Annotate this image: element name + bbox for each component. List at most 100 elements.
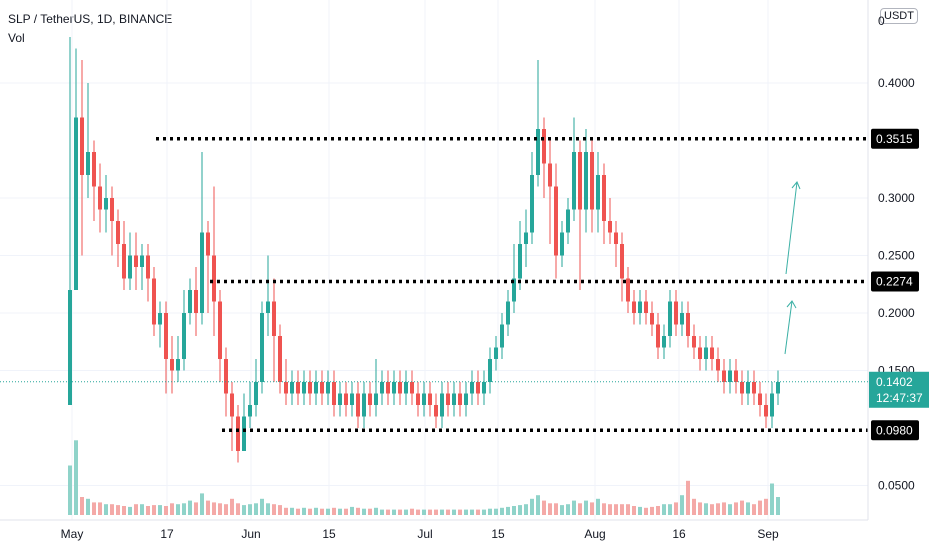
candle-body bbox=[662, 336, 666, 348]
candle bbox=[110, 186, 114, 256]
volume-bar bbox=[656, 506, 660, 515]
candle-body bbox=[596, 175, 600, 210]
candle bbox=[350, 382, 354, 417]
volume-bar bbox=[590, 502, 594, 515]
candle bbox=[542, 117, 546, 198]
volume-bar bbox=[80, 497, 84, 515]
candle-body bbox=[302, 382, 306, 394]
candle bbox=[146, 244, 150, 302]
candle-body bbox=[746, 382, 750, 394]
candle-body bbox=[650, 313, 654, 325]
volume-bar bbox=[518, 505, 522, 515]
volume-bar bbox=[680, 495, 684, 515]
candle-body bbox=[386, 382, 390, 394]
volume-label: Vol bbox=[8, 31, 25, 45]
candle-body bbox=[332, 382, 336, 405]
volume-bar bbox=[428, 509, 432, 515]
candle bbox=[92, 140, 96, 221]
candle bbox=[476, 370, 480, 405]
volume-bar bbox=[554, 503, 558, 515]
candle bbox=[170, 336, 174, 394]
volume-bar bbox=[98, 502, 102, 515]
volume-bar bbox=[566, 504, 570, 515]
candle-body bbox=[614, 232, 618, 244]
candle-body bbox=[380, 382, 384, 394]
candle bbox=[248, 382, 252, 428]
candle-body bbox=[182, 313, 186, 359]
candle-body bbox=[692, 336, 696, 348]
candle-body bbox=[152, 278, 156, 325]
candle-body bbox=[626, 278, 630, 302]
volume-bar bbox=[470, 509, 474, 515]
candle-body bbox=[266, 301, 270, 313]
volume-bar bbox=[770, 483, 774, 515]
candle bbox=[242, 393, 246, 451]
volume-bar bbox=[284, 507, 288, 515]
volume-bar bbox=[392, 509, 396, 515]
candle bbox=[140, 244, 144, 290]
volume-bar bbox=[542, 500, 546, 515]
candle bbox=[158, 301, 162, 348]
candle-body bbox=[770, 393, 774, 417]
candle-body bbox=[518, 244, 522, 279]
candle-body bbox=[446, 393, 450, 405]
candle bbox=[254, 359, 258, 417]
volume-bar bbox=[452, 509, 456, 515]
candle-body bbox=[644, 301, 648, 313]
candle bbox=[332, 370, 336, 417]
volume-bar bbox=[374, 507, 378, 515]
price-tick: 0.0500 bbox=[878, 479, 915, 493]
candle bbox=[638, 290, 642, 325]
volume-bar bbox=[332, 507, 336, 515]
candle-body bbox=[704, 347, 708, 359]
candle bbox=[488, 347, 492, 394]
candle bbox=[404, 370, 408, 405]
candle bbox=[722, 359, 726, 394]
candle bbox=[566, 198, 570, 244]
candle-body bbox=[236, 416, 240, 451]
volume-bar bbox=[674, 502, 678, 515]
candle bbox=[266, 255, 270, 336]
candle bbox=[272, 278, 276, 382]
candle bbox=[452, 382, 456, 417]
candle bbox=[218, 290, 222, 382]
volume-bar bbox=[380, 509, 384, 515]
candle-body bbox=[608, 221, 612, 233]
volume-bar bbox=[536, 495, 540, 515]
volume-bar bbox=[146, 506, 150, 515]
volume-bar bbox=[176, 504, 180, 515]
candle-body bbox=[116, 221, 120, 244]
candle-body bbox=[254, 382, 258, 405]
candle bbox=[260, 301, 264, 394]
currency-button[interactable]: USDT bbox=[880, 8, 918, 24]
volume-bar bbox=[254, 503, 258, 515]
candle-body bbox=[602, 175, 606, 221]
candle bbox=[512, 244, 516, 313]
candle-body bbox=[566, 209, 570, 233]
volume-bar bbox=[584, 500, 588, 515]
candle-body bbox=[530, 175, 534, 233]
volume-bar bbox=[548, 503, 552, 515]
candle bbox=[200, 152, 204, 325]
candle-body bbox=[206, 232, 210, 256]
volume-bar bbox=[446, 509, 450, 515]
candle bbox=[152, 267, 156, 336]
volume-bar bbox=[242, 505, 246, 515]
volume-bar bbox=[746, 502, 750, 515]
candle-body bbox=[296, 382, 300, 394]
volume-bar bbox=[440, 509, 444, 515]
candle bbox=[344, 382, 348, 417]
volume-bar bbox=[458, 509, 462, 515]
candle bbox=[416, 382, 420, 417]
volume-bar bbox=[476, 509, 480, 515]
volume-bar bbox=[278, 505, 282, 515]
volume-bar bbox=[608, 504, 612, 515]
volume-bar bbox=[692, 498, 696, 515]
candle bbox=[578, 140, 582, 290]
candle-body bbox=[548, 163, 552, 187]
projection-arrow-lower bbox=[784, 300, 793, 355]
candle-body bbox=[284, 382, 288, 394]
volume-bar bbox=[530, 498, 534, 515]
candle bbox=[68, 37, 72, 405]
